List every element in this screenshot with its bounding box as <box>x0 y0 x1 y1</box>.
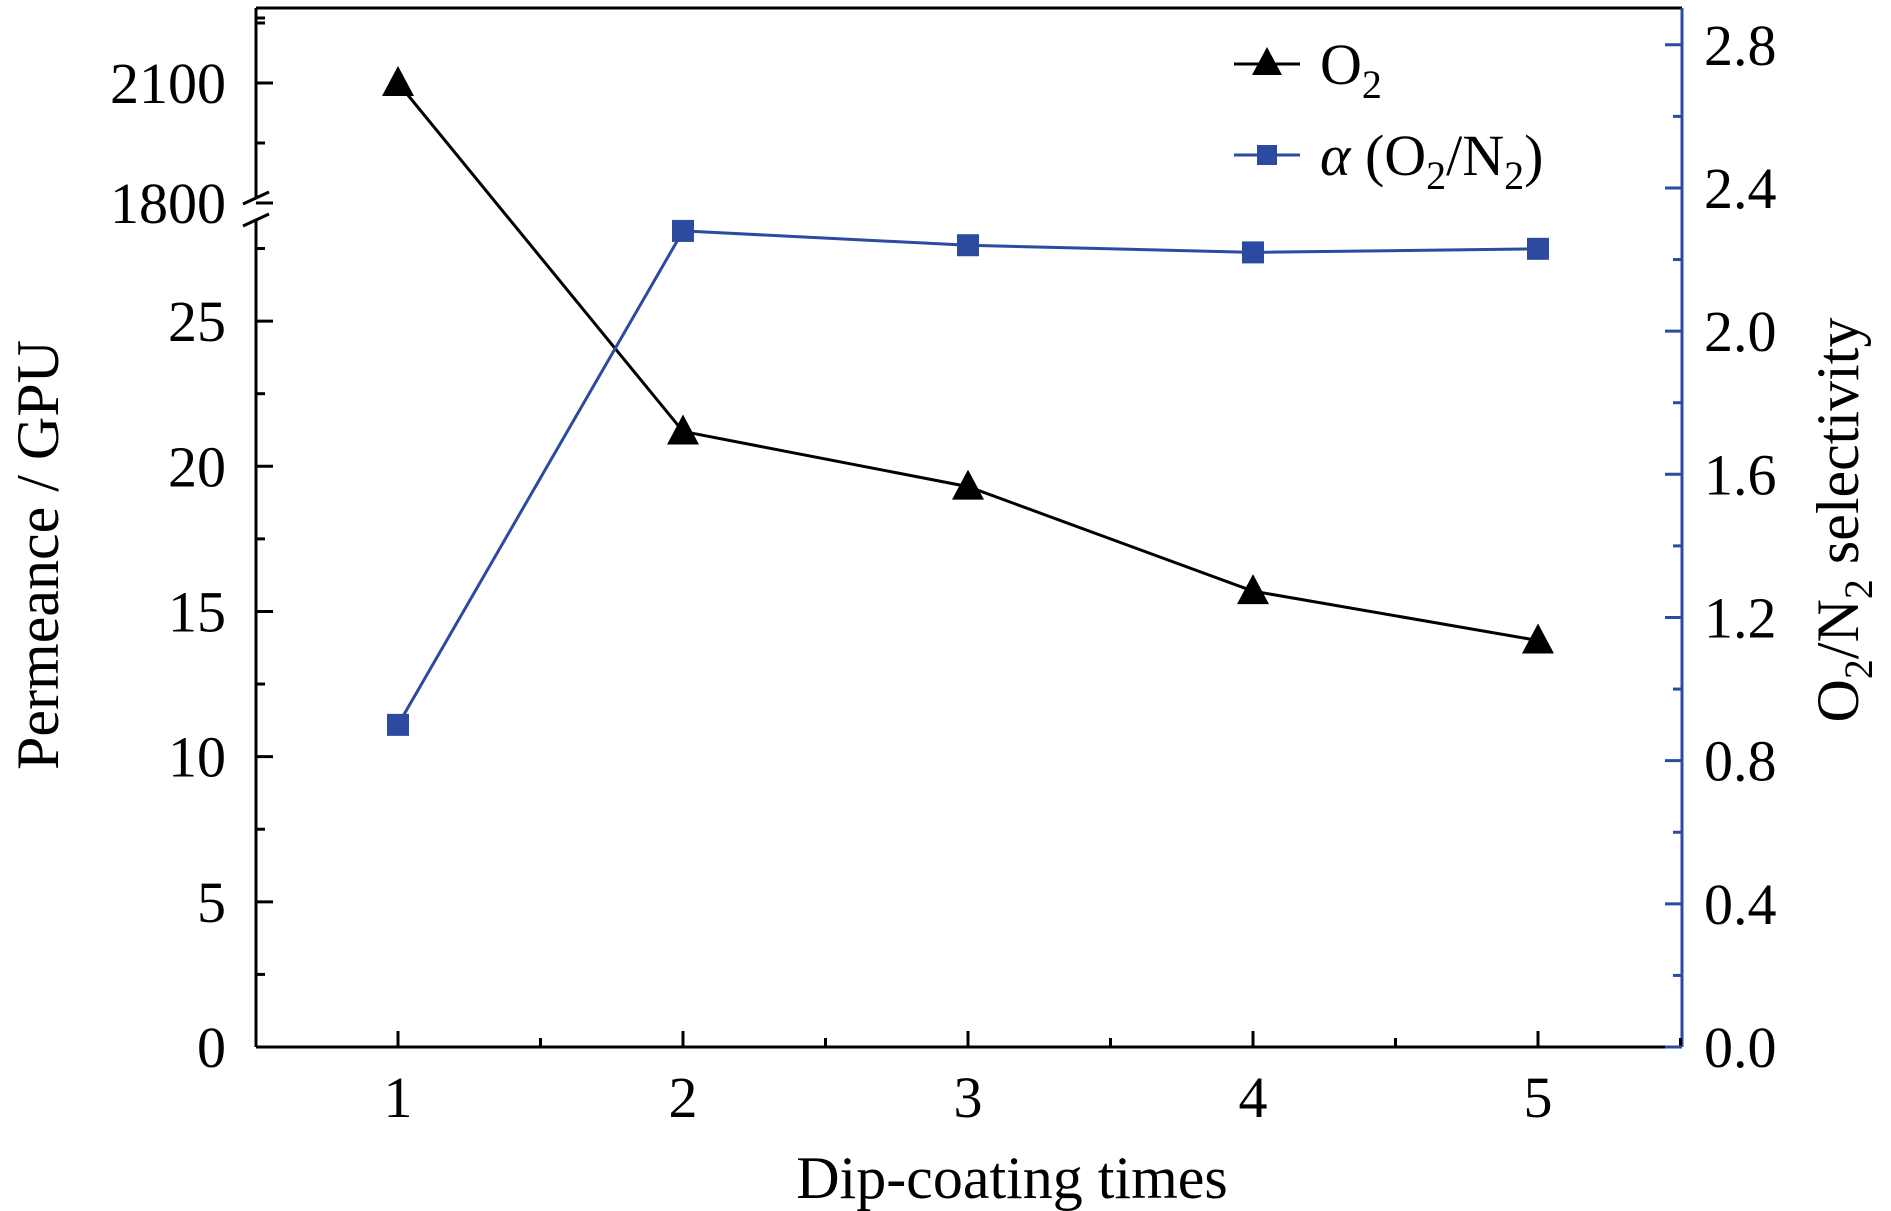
legend-label-selectivity: α (O2/N2) <box>1320 123 1543 198</box>
x-tick-label: 3 <box>954 1065 983 1130</box>
data-point-selectivity <box>672 219 694 242</box>
data-point-o2-permeance <box>382 66 414 96</box>
y-right-tick-label: 0.0 <box>1704 1015 1777 1080</box>
data-point-o2-permeance <box>1522 623 1554 654</box>
x-tick-label: 4 <box>1239 1065 1268 1130</box>
series-layer <box>382 66 1554 736</box>
y-right-tick-label: 2.0 <box>1704 299 1777 364</box>
x-tick-label: 1 <box>384 1065 413 1130</box>
legend-label-o2: O2 <box>1320 32 1382 107</box>
y-right-tick-label: 0.4 <box>1704 872 1777 937</box>
data-point-selectivity <box>1242 241 1264 264</box>
data-point-o2-permeance <box>667 414 699 445</box>
y-left-tick-label: 20 <box>168 434 226 499</box>
x-axis-title: Dip-coating times <box>796 1145 1228 1211</box>
y-right-tick-label: 1.6 <box>1704 442 1777 507</box>
y-left-tick-label: 5 <box>197 870 226 935</box>
y-left-tick-label: 15 <box>168 579 226 644</box>
axis-break-mark <box>242 212 270 228</box>
axis-break-mark <box>242 190 270 206</box>
y-left-tick-label: 2100 <box>110 51 226 116</box>
axis-ticks <box>256 16 1682 1049</box>
y-left-tick-label: 10 <box>168 725 226 790</box>
data-point-selectivity <box>387 713 409 736</box>
y-right-tick-label: 2.4 <box>1704 156 1777 221</box>
data-point-o2-permeance <box>952 469 984 500</box>
y-left-tick-label: 25 <box>168 289 226 354</box>
data-point-selectivity <box>957 234 979 257</box>
y-left-tick-label: 1800 <box>110 171 226 236</box>
data-point-o2-permeance <box>1237 574 1269 605</box>
y-right-tick-label: 0.8 <box>1704 729 1777 794</box>
y-axis-left-title: Permeance / GPU <box>5 340 71 770</box>
x-tick-label: 2 <box>669 1065 698 1130</box>
legend-item-o2: O2 <box>1234 32 1382 107</box>
y-right-tick-label: 2.8 <box>1704 13 1777 78</box>
axis-tick-labels: 1 2 3 4 5 0 5 10 15 20 25 1800 2100 0.0 0.4 0.8 1.2 1.6 2.… <box>110 13 1777 1130</box>
legend-marker-square <box>1257 145 1277 165</box>
legend-item-selectivity: α (O2/N2) <box>1234 123 1543 198</box>
y-left-tick-label: 0 <box>197 1015 226 1080</box>
legend-marker-triangle <box>1252 47 1282 75</box>
data-point-selectivity <box>1527 237 1549 260</box>
y-axis-right-title: O2/N2 selectivity <box>1805 318 1881 723</box>
x-tick-label: 5 <box>1524 1065 1553 1130</box>
y-right-tick-label: 1.2 <box>1704 585 1777 650</box>
legend: O2 α (O2/N2) <box>1234 32 1543 198</box>
